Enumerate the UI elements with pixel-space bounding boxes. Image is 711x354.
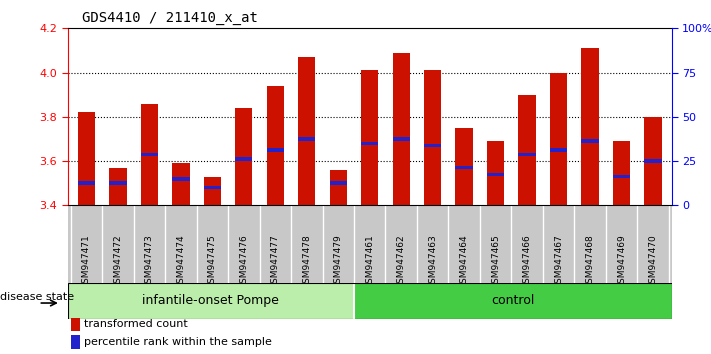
Bar bbox=[392, 53, 410, 205]
Bar bbox=[109, 168, 127, 205]
Bar bbox=[141, 153, 158, 156]
Bar bbox=[68, 283, 354, 319]
Text: GDS4410 / 211410_x_at: GDS4410 / 211410_x_at bbox=[82, 11, 257, 25]
Bar bbox=[518, 95, 536, 205]
Bar bbox=[77, 113, 95, 205]
Bar bbox=[354, 283, 672, 319]
Bar bbox=[361, 70, 378, 205]
Bar bbox=[582, 48, 599, 205]
Bar bbox=[456, 128, 473, 205]
Bar bbox=[392, 137, 410, 141]
Text: disease state: disease state bbox=[0, 292, 74, 302]
Text: transformed count: transformed count bbox=[84, 319, 188, 329]
Bar bbox=[267, 86, 284, 205]
Text: percentile rank within the sample: percentile rank within the sample bbox=[84, 337, 272, 347]
Bar bbox=[70, 318, 80, 331]
Bar bbox=[267, 148, 284, 152]
Bar bbox=[424, 70, 442, 205]
Bar bbox=[141, 104, 158, 205]
Bar bbox=[456, 166, 473, 170]
Bar bbox=[235, 157, 252, 161]
Bar bbox=[550, 73, 567, 205]
Bar bbox=[613, 141, 630, 205]
Bar bbox=[361, 142, 378, 145]
Bar bbox=[70, 335, 80, 349]
Bar bbox=[330, 170, 347, 205]
Bar bbox=[298, 57, 316, 205]
Bar bbox=[613, 175, 630, 178]
Bar bbox=[644, 117, 662, 205]
Text: control: control bbox=[491, 295, 535, 307]
Bar bbox=[235, 108, 252, 205]
Bar bbox=[550, 148, 567, 152]
Bar bbox=[109, 182, 127, 185]
Bar bbox=[518, 153, 536, 156]
Bar bbox=[172, 177, 190, 181]
Text: infantile-onset Pompe: infantile-onset Pompe bbox=[142, 295, 279, 307]
Bar bbox=[298, 137, 316, 141]
Bar bbox=[582, 139, 599, 143]
Bar bbox=[487, 173, 504, 176]
Bar bbox=[203, 186, 221, 189]
Bar bbox=[424, 144, 442, 147]
Bar bbox=[330, 182, 347, 185]
Bar bbox=[644, 159, 662, 163]
Bar bbox=[203, 177, 221, 205]
Bar bbox=[172, 163, 190, 205]
Bar bbox=[487, 141, 504, 205]
Bar bbox=[77, 182, 95, 185]
